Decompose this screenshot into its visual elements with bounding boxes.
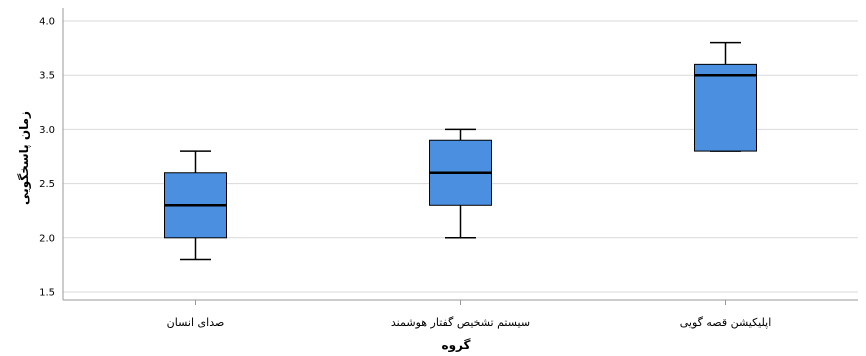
box-3 (694, 41, 757, 305)
y-tick-label: 4.0 (39, 17, 55, 28)
x-tick-label: سیستم تشخیص گفتار هوشمند (391, 316, 530, 329)
x-axis-label: گروه (442, 338, 471, 353)
x-tick-label: صدای انسان (167, 316, 225, 329)
y-tick-label: 3.0 (39, 125, 55, 136)
iqr-box (694, 63, 757, 152)
y-tick-label: 2.5 (39, 179, 55, 190)
y-tick-label: 3.5 (39, 71, 55, 82)
x-tick-label: اپلیکیشن قصه گویی (680, 316, 772, 329)
box-2 (429, 128, 492, 305)
y-axis-label: زمان پاسخگویی (17, 111, 32, 205)
y-tick-label: 1.5 (39, 288, 55, 299)
box-1 (164, 150, 227, 305)
y-tick-label: 2.0 (39, 233, 55, 244)
